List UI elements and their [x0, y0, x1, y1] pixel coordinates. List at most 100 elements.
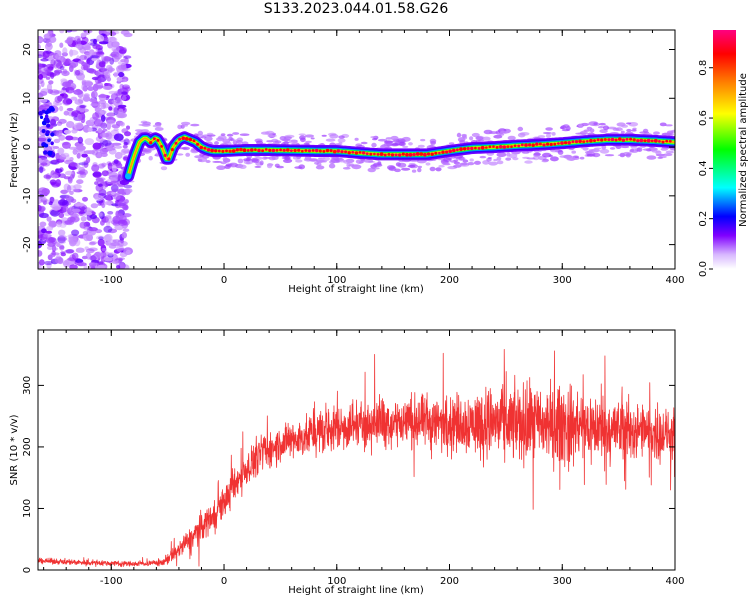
ridge-halo-blob	[604, 154, 615, 157]
spectrogram-x-tick-label: 0	[221, 275, 227, 286]
noise-blob	[48, 80, 54, 85]
ridge-core-point	[405, 152, 409, 157]
noise-blob	[59, 42, 64, 48]
noise-blob	[50, 252, 60, 256]
noise-blob	[45, 119, 50, 124]
noise-blob	[89, 241, 98, 245]
noise-blob	[45, 76, 51, 80]
noise-blob	[92, 142, 102, 150]
ridge-halo-blob	[342, 159, 353, 164]
snr-x-tick-label: -100	[100, 576, 123, 587]
ridge-halo-blob	[348, 164, 359, 167]
snr-x-tick-label: 200	[440, 576, 459, 587]
ridge-halo-blob	[305, 140, 312, 143]
noise-blob	[121, 95, 127, 101]
ridge-core-point	[596, 138, 600, 142]
ridge-halo-blob	[355, 159, 364, 165]
noise-blob	[69, 190, 74, 195]
noise-blob	[50, 141, 54, 145]
noise-blob	[66, 37, 73, 45]
noise-blob	[48, 236, 57, 243]
ridge-core-point	[254, 148, 257, 151]
ridge-halo-blob	[488, 161, 498, 166]
noise-blob	[76, 262, 87, 267]
ridge-halo-blob	[592, 148, 600, 153]
ridge-halo-blob	[417, 167, 422, 173]
colorbar-tick-label: 0.6	[698, 110, 709, 126]
noise-blob	[123, 141, 128, 146]
noise-blob	[97, 264, 106, 269]
noise-blob	[87, 127, 93, 132]
ridge-halo-blob	[499, 133, 505, 136]
noise-blob	[100, 114, 106, 122]
noise-blob	[123, 184, 133, 189]
noise-blob	[41, 228, 47, 234]
ridge-halo-blob	[322, 156, 330, 162]
ridge-halo-blob	[262, 156, 272, 159]
spectrogram-heatmap	[38, 30, 675, 269]
ridge-core-point	[646, 138, 651, 143]
ridge-halo-blob	[232, 132, 240, 135]
noise-blob	[58, 173, 66, 178]
noise-blob	[39, 221, 47, 227]
snr-ticks: -100 0 100 200 300 400 0 100 200 300	[22, 330, 685, 587]
ridge-halo-blob	[591, 152, 601, 158]
ridge-core-point	[178, 137, 182, 141]
noise-blob	[81, 153, 88, 158]
ridge-halo-blob	[442, 157, 452, 162]
noise-blob	[46, 226, 54, 231]
ridge-halo-blob	[226, 133, 234, 137]
ridge-halo-blob	[372, 138, 378, 141]
noise-blob	[123, 138, 130, 146]
ridge-halo-blob	[584, 150, 594, 155]
ridge-halo-blob	[328, 163, 336, 169]
ridge-core-point	[485, 146, 488, 149]
colorbar-label: Normalized spectral amplitude	[738, 73, 749, 227]
ridge-halo-blob	[325, 138, 336, 142]
noise-blob	[38, 266, 45, 269]
noise-blob	[120, 236, 124, 244]
ridge-core-point	[373, 152, 376, 156]
ridge-halo-blob	[487, 157, 492, 159]
noise-blob	[63, 110, 70, 116]
ridge-halo-blob	[294, 166, 303, 169]
ridge-start-point	[125, 173, 132, 180]
spectrogram-y-tick-label: -10	[22, 188, 33, 204]
noise-blob	[110, 37, 118, 42]
noise-blob	[105, 31, 110, 36]
noise-blob	[122, 228, 130, 232]
noise-blob	[80, 216, 87, 222]
noise-blob	[46, 108, 52, 114]
ridge-core-point	[315, 148, 319, 153]
noise-blob	[53, 138, 61, 144]
ridge-core-point	[448, 149, 453, 154]
ridge-core-point	[517, 144, 521, 148]
noise-blob	[52, 174, 59, 180]
noise-blob	[38, 43, 41, 51]
noise-blob	[40, 88, 51, 93]
ridge-halo-blob	[298, 133, 306, 136]
ridge-core-point	[593, 139, 596, 143]
noise-blob	[41, 109, 46, 114]
ridge-halo-blob	[200, 136, 207, 139]
ridge-core-point	[225, 149, 228, 153]
noise-blob	[76, 152, 81, 159]
ridge-core-point	[629, 137, 633, 141]
noise-blob	[71, 252, 79, 260]
noise-blob	[59, 244, 65, 251]
ridge-halo-blob	[599, 122, 606, 126]
noise-blob	[82, 231, 88, 236]
noise-blob	[99, 148, 108, 155]
noise-blob	[63, 59, 70, 67]
ridge-core-point	[621, 138, 626, 142]
ridge-halo-blob	[259, 160, 264, 166]
noise-blob	[113, 133, 124, 141]
noise-blob	[68, 146, 78, 150]
ridge-halo-blob	[586, 126, 593, 130]
noise-blob	[38, 157, 42, 164]
ridge-core-point	[206, 148, 211, 152]
noise-blob	[65, 249, 75, 254]
ridge-halo-blob	[496, 160, 504, 165]
ridge-core-point	[275, 148, 279, 152]
noise-blob	[44, 260, 53, 266]
